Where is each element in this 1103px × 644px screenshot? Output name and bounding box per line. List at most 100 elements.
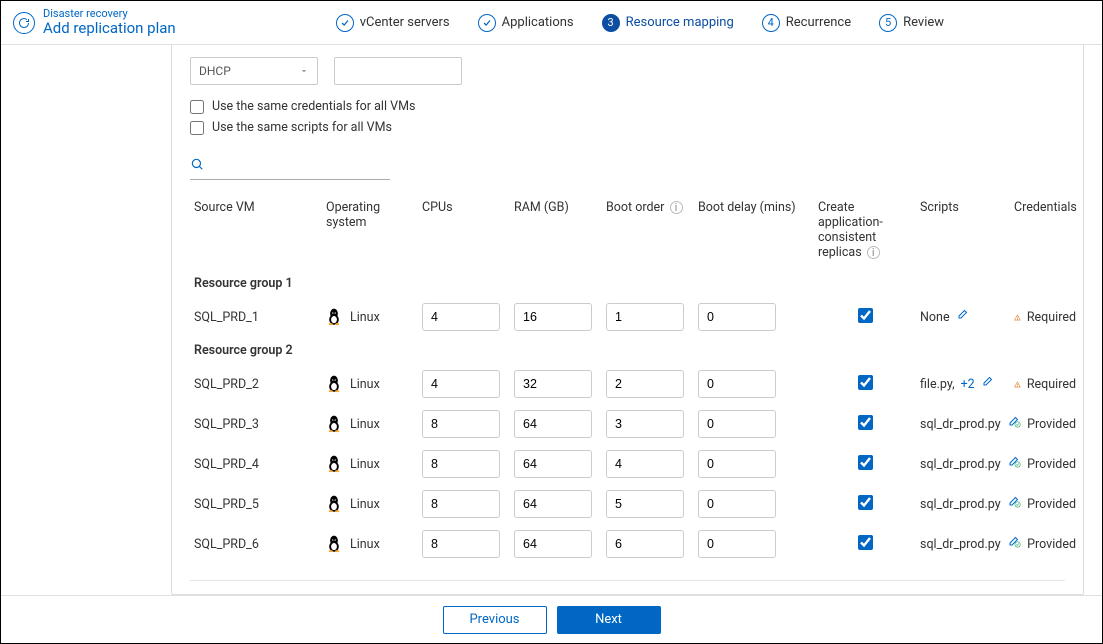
edit-icon[interactable] (1082, 376, 1084, 388)
step-vcenter-servers[interactable]: vCenter servers (336, 14, 450, 32)
script-text: file.py, (920, 377, 955, 392)
vm-os: Linux (322, 364, 418, 404)
dhcp-select[interactable]: DHCP (190, 57, 318, 85)
step-applications[interactable]: Applications (478, 14, 574, 32)
wizard-header: Disaster recovery Add replication plan v… (1, 1, 1102, 45)
credentials-text: Provided (1027, 497, 1076, 512)
script-more[interactable]: +2 (961, 377, 975, 392)
wizard-footer: Previous Next (1, 595, 1102, 643)
dhcp-select-label: DHCP (199, 64, 231, 78)
page-title: Add replication plan (43, 20, 176, 37)
ram-input[interactable] (514, 450, 592, 478)
check-circle-icon (1014, 538, 1021, 551)
same-scripts-checkbox[interactable]: Use the same scripts for all VMs (190, 120, 1065, 135)
cpus-input[interactable] (422, 303, 500, 331)
replica-checkbox[interactable] (858, 455, 873, 470)
next-button[interactable]: Next (557, 606, 661, 634)
boot-order-input[interactable] (606, 530, 684, 558)
previous-button[interactable]: Previous (443, 606, 547, 634)
replica-checkbox[interactable] (858, 375, 873, 390)
boot-delay-input[interactable] (698, 303, 776, 331)
replica-checkbox[interactable] (858, 415, 873, 430)
edit-icon[interactable] (1082, 416, 1084, 428)
credentials-text: Required (1027, 377, 1076, 392)
ram-input[interactable] (514, 303, 592, 331)
boot-delay-input[interactable] (698, 490, 776, 518)
edit-icon[interactable] (956, 309, 968, 321)
vm-table: Source VM Operating system CPUs RAM (GB)… (190, 194, 1084, 564)
edit-credentials-button[interactable] (1082, 496, 1084, 512)
col-boot-delay: Boot delay (mins) (694, 194, 814, 270)
script-text: None (920, 310, 950, 325)
credentials-cell: Provided (1014, 536, 1084, 552)
step-marker (478, 14, 496, 32)
replica-checkbox[interactable] (858, 495, 873, 510)
edit-credentials-button[interactable] (1082, 456, 1084, 472)
edit-credentials-button[interactable] (1082, 416, 1084, 432)
ram-input[interactable] (514, 530, 592, 558)
edit-icon[interactable] (1082, 496, 1084, 508)
boot-delay-input[interactable] (698, 530, 776, 558)
step-review[interactable]: 5 Review (879, 14, 944, 32)
cpus-input[interactable] (422, 530, 500, 558)
scripts-cell: file.py, +2 (920, 376, 1006, 392)
step-marker: 5 (879, 14, 897, 32)
same-credentials-checkbox[interactable]: Use the same credentials for all VMs (190, 99, 1065, 114)
boot-order-input[interactable] (606, 490, 684, 518)
credentials-cell: Provided (1014, 456, 1084, 472)
edit-icon[interactable] (981, 376, 993, 388)
step-label: Review (903, 15, 944, 30)
info-icon[interactable]: i (670, 201, 683, 214)
credentials-text: Provided (1027, 417, 1076, 432)
edit-scripts-button[interactable] (981, 376, 993, 392)
edit-credentials-button[interactable] (1082, 376, 1084, 392)
same-credentials-input[interactable] (190, 100, 204, 114)
cpus-input[interactable] (422, 370, 500, 398)
boot-delay-input[interactable] (698, 450, 776, 478)
step-recurrence[interactable]: 4 Recurrence (762, 14, 851, 32)
boot-delay-input[interactable] (698, 410, 776, 438)
edit-credentials-button[interactable] (1082, 536, 1084, 552)
same-scripts-input[interactable] (190, 121, 204, 135)
vm-os: Linux (322, 297, 418, 337)
vm-os: Linux (322, 404, 418, 444)
ram-input[interactable] (514, 370, 592, 398)
boot-order-input[interactable] (606, 303, 684, 331)
vm-name: SQL_PRD_3 (190, 404, 322, 444)
edit-icon[interactable] (1082, 309, 1084, 321)
network-value-input[interactable] (334, 57, 462, 85)
edit-icon[interactable] (1082, 536, 1084, 548)
col-boot-order-label: Boot order (606, 200, 664, 215)
ram-input[interactable] (514, 410, 592, 438)
edit-scripts-button[interactable] (956, 309, 968, 325)
credentials-text: Required (1027, 310, 1076, 325)
search-input[interactable] (190, 157, 390, 180)
linux-icon (326, 455, 342, 473)
col-source-vm: Source VM (190, 194, 322, 270)
credentials-cell: Provided (1014, 496, 1084, 512)
ram-input[interactable] (514, 490, 592, 518)
scripts-cell: sql_dr_prod.py (920, 536, 1006, 552)
step-resource-mapping[interactable]: 3 Resource mapping (602, 14, 734, 32)
datastores-row[interactable]: Datastores Mapped (190, 580, 1065, 595)
resource-group-header: Resource group 1 (190, 270, 1084, 297)
edit-icon[interactable] (1082, 456, 1084, 468)
vm-name: SQL_PRD_6 (190, 524, 322, 564)
boot-delay-input[interactable] (698, 370, 776, 398)
boot-order-input[interactable] (606, 410, 684, 438)
scripts-cell: None (920, 309, 1006, 325)
search-icon (190, 157, 204, 171)
boot-order-input[interactable] (606, 450, 684, 478)
vm-row: SQL_PRD_1 Linux None Required (190, 297, 1084, 337)
replica-checkbox[interactable] (858, 535, 873, 550)
boot-order-input[interactable] (606, 370, 684, 398)
vm-row: SQL_PRD_4 Linux sql_dr_prod.py Pr (190, 444, 1084, 484)
info-icon[interactable]: i (867, 246, 880, 259)
warning-icon (1014, 378, 1021, 391)
cpus-input[interactable] (422, 490, 500, 518)
cpus-input[interactable] (422, 410, 500, 438)
edit-credentials-button[interactable] (1082, 309, 1084, 325)
cpus-input[interactable] (422, 450, 500, 478)
col-boot-order: Boot order i (602, 194, 694, 270)
replica-checkbox[interactable] (858, 308, 873, 323)
